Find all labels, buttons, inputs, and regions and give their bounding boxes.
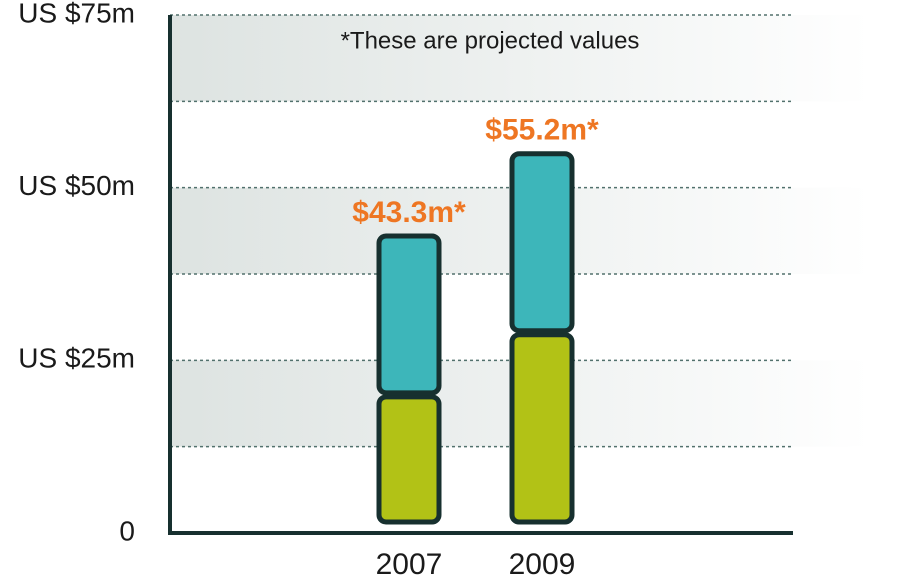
- bar-segment: [509, 332, 575, 525]
- y-tick-label: US $75m: [18, 0, 135, 28]
- grid-band: [170, 15, 870, 102]
- bar-segment: [509, 151, 575, 334]
- y-tick-label: US $25m: [18, 343, 135, 374]
- y-tick-label: US $50m: [18, 170, 135, 201]
- total-label: $55.2m*: [485, 114, 599, 147]
- total-label: $43.3m*: [352, 196, 466, 229]
- x-tick-label: 2007: [376, 548, 443, 579]
- bar-segment: [376, 394, 442, 525]
- annotation: *These are projected values: [341, 27, 640, 54]
- bar-segment: [376, 233, 442, 396]
- x-tick-label: 2009: [509, 548, 576, 579]
- y-tick-label: 0: [119, 515, 135, 546]
